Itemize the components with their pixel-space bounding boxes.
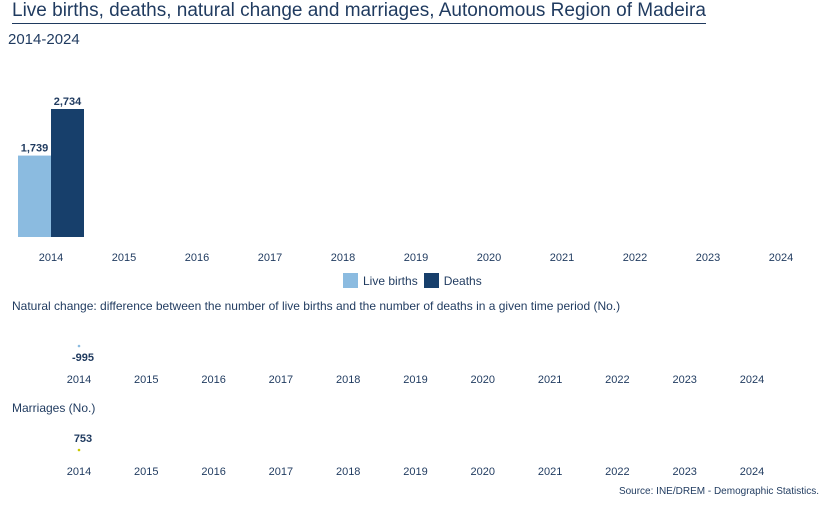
legend-swatch-live-births [343, 273, 358, 288]
x-tick-label: 2014 [67, 466, 91, 478]
x-tick-label: 2023 [672, 466, 696, 478]
legend-item-live-births[interactable]: Live births [343, 273, 418, 288]
x-tick-label: 2016 [185, 252, 209, 264]
legend-item-deaths[interactable]: Deaths [423, 273, 482, 288]
marriages-point [77, 448, 81, 452]
x-tick-label: 2023 [696, 252, 720, 264]
marriages-data-label: 753 [74, 433, 92, 445]
marriages-label: Marriages (No.) [12, 401, 96, 415]
x-tick-label: 2024 [740, 374, 764, 386]
x-tick-label: 2019 [403, 374, 427, 386]
natural-change-point [77, 344, 81, 348]
legend-swatch-deaths [423, 273, 439, 288]
x-tick-label: 2018 [336, 466, 360, 478]
x-tick-label: 2017 [269, 374, 293, 386]
x-tick-label: 2022 [623, 252, 647, 264]
x-tick-label: 2021 [550, 252, 574, 264]
x-tick-label: 2020 [471, 374, 495, 386]
natural-change-data-label: -995 [72, 352, 94, 364]
x-tick-label: 2021 [538, 374, 562, 386]
x-tick-label: 2019 [403, 466, 427, 478]
x-tick-label: 2023 [672, 374, 696, 386]
x-tick-label: 2017 [269, 466, 293, 478]
x-tick-label: 2024 [769, 252, 793, 264]
bar-deaths [51, 109, 84, 237]
x-tick-label: 2015 [134, 466, 158, 478]
x-tick-label: 2016 [201, 466, 225, 478]
x-tick-label: 2024 [740, 466, 764, 478]
legend-label-deaths: Deaths [443, 273, 482, 288]
x-tick-label: 2018 [336, 374, 360, 386]
x-tick-label: 2014 [39, 252, 63, 264]
data-label-live-births: 1,739 [21, 143, 49, 155]
x-tick-label: 2021 [538, 466, 562, 478]
x-tick-label: 2015 [134, 374, 158, 386]
x-tick-label: 2018 [331, 252, 355, 264]
legend-label-live-births: Live births [363, 273, 418, 288]
legend: Live births Deaths [343, 273, 488, 288]
chart-title: Live births, deaths, natural change and … [12, 0, 706, 24]
x-tick-label: 2022 [605, 466, 629, 478]
x-tick-label: 2019 [404, 252, 428, 264]
x-tick-label: 2020 [477, 252, 501, 264]
natural-change-label: Natural change: difference between the n… [12, 299, 621, 313]
x-tick-label: 2022 [605, 374, 629, 386]
chart-subtitle: 2014-2024 [8, 31, 80, 48]
source-note: Source: INE/DREM - Demographic Statistic… [618, 486, 819, 497]
x-tick-label: 2020 [471, 466, 495, 478]
x-tick-label: 2014 [67, 374, 91, 386]
x-tick-label: 2017 [258, 252, 282, 264]
x-tick-label: 2016 [201, 374, 225, 386]
x-tick-label: 2015 [112, 252, 136, 264]
data-label-deaths: 2,734 [54, 96, 82, 108]
bar-live-births [18, 155, 51, 237]
